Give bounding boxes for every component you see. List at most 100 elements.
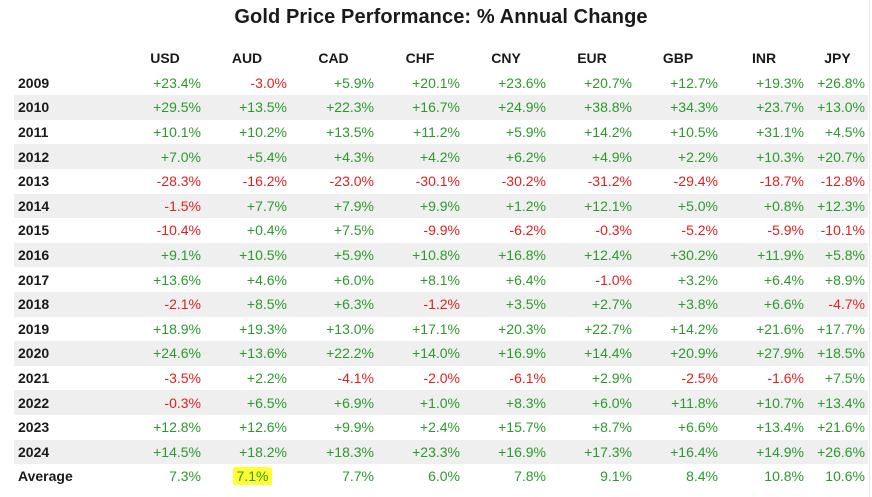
cell-chf: -9.9%: [423, 222, 460, 239]
cell-cad: +13.5%: [326, 124, 374, 141]
cell-usd: +10.1%: [153, 124, 201, 141]
cell-usd: +14.5%: [126, 439, 204, 465]
cell-cad: +5.9%: [290, 242, 377, 268]
cell-usd: -1.5%: [126, 193, 204, 219]
row-year-label: 2013: [18, 173, 50, 190]
cell-chf: -30.1%: [415, 173, 460, 190]
row-year-label: 2016: [14, 242, 126, 268]
cell-inr: +10.3%: [721, 144, 807, 169]
row-year-label: 2012: [14, 144, 126, 169]
cell-cad: +7.9%: [290, 193, 377, 219]
cell-cad: +18.3%: [290, 439, 377, 465]
cell-cny: +6.2%: [463, 144, 549, 169]
cell-jpy: +4.5%: [824, 124, 865, 141]
cell-usd: +29.5%: [126, 95, 204, 120]
row-year-label: 2018: [14, 291, 126, 317]
average-cell-gbp: 8.4%: [686, 468, 718, 485]
average-cell-cad: 7.7%: [342, 468, 374, 485]
column-header-usd: USD: [150, 50, 180, 67]
cell-jpy: +8.9%: [824, 271, 865, 288]
cell-jpy: -10.1%: [820, 222, 865, 239]
cell-chf: +8.1%: [419, 271, 460, 288]
cell-usd: -2.1%: [126, 291, 204, 317]
table-row: 2009 +23.4% -3.0% +5.9% +20.1% +23.6% +20.7% +1…: [14, 71, 868, 96]
cell-cad: +9.9%: [333, 419, 374, 436]
row-year-label: 2017: [18, 271, 50, 288]
cell-gbp: +12.7%: [670, 74, 718, 91]
header-row: USD AUD CAD CHF CNY EUR GBP INR JPY: [14, 46, 868, 71]
cell-inr: +11.9%: [721, 242, 807, 268]
cell-gbp: +20.9%: [635, 341, 721, 366]
average-row: Average 7.3% 7.1% 7.7% 6.0% 7.8% 9.1% 8.4% 10.8%…: [14, 464, 868, 489]
cell-cad: +22.2%: [290, 341, 377, 366]
cell-eur: +38.8%: [549, 95, 635, 120]
cell-jpy: +21.6%: [817, 419, 865, 436]
cell-cad: +4.3%: [290, 144, 377, 169]
cell-jpy: +5.8%: [807, 242, 868, 268]
cell-cad: +5.9%: [333, 74, 374, 91]
cell-chf: +14.0%: [377, 341, 463, 366]
cell-eur: +4.9%: [549, 144, 635, 169]
cell-jpy: +13.0%: [807, 95, 868, 120]
cell-eur: +2.9%: [591, 370, 632, 387]
cell-cny: +20.3%: [498, 320, 546, 337]
cell-aud: +19.3%: [239, 320, 287, 337]
table-row: 2021 -3.5% +2.2% -4.1% -2.0% -6.1% +2.9% -2.5% -…: [14, 366, 868, 391]
cell-jpy: +17.7%: [817, 320, 865, 337]
cell-gbp: -29.4%: [673, 173, 718, 190]
cell-inr: +31.1%: [756, 124, 804, 141]
cell-aud: +7.7%: [204, 193, 290, 219]
table-row: 2020 +24.6% +13.6% +22.2% +14.0% +16.9% +14.4%…: [14, 341, 868, 366]
cell-eur: +2.7%: [549, 291, 635, 317]
row-year-label: 2022: [14, 390, 126, 415]
cell-chf: +4.2%: [377, 144, 463, 169]
highlighted-average-value: 7.1%: [232, 467, 273, 486]
table-row: 2018 -2.1% +8.5% +6.3% -1.2% +3.5% +2.7% +3.8% +…: [14, 291, 868, 317]
cell-aud: +13.6%: [204, 341, 290, 366]
cell-gbp: +6.6%: [677, 419, 718, 436]
table-row: 2022 -0.3% +6.5% +6.9% +1.0% +8.3% +6.0% +11.8%…: [14, 390, 868, 415]
cell-jpy: -4.7%: [807, 291, 868, 317]
cell-inr: +6.4%: [763, 271, 804, 288]
cell-aud: +5.4%: [204, 144, 290, 169]
average-cell-cny: 7.8%: [514, 468, 546, 485]
cell-gbp: -5.2%: [681, 222, 718, 239]
cell-gbp: +10.5%: [670, 124, 718, 141]
average-cell-eur: 9.1%: [600, 468, 632, 485]
row-year-label: 2023: [18, 419, 50, 436]
cell-chf: +9.9%: [377, 193, 463, 219]
cell-cny: -6.2%: [509, 222, 546, 239]
cell-gbp: +5.0%: [635, 193, 721, 219]
cell-usd: +9.1%: [126, 242, 204, 268]
average-cell-usd: 7.3%: [169, 468, 201, 485]
cell-cad: +6.0%: [333, 271, 374, 288]
cell-eur: +17.3%: [549, 439, 635, 465]
cell-gbp: -2.5%: [681, 370, 718, 387]
cell-chf: +2.4%: [419, 419, 460, 436]
cell-chf: -2.0%: [423, 370, 460, 387]
cell-chf: +11.2%: [413, 124, 460, 141]
cell-chf: +16.7%: [377, 95, 463, 120]
cell-gbp: +3.2%: [677, 271, 718, 288]
column-header-gbp: GBP: [662, 50, 694, 67]
cell-jpy: +20.7%: [807, 144, 868, 169]
cell-jpy: +18.5%: [807, 341, 868, 366]
cell-usd: +24.6%: [126, 341, 204, 366]
cell-jpy: +13.4%: [807, 390, 868, 415]
cell-cny: +6.4%: [505, 271, 546, 288]
cell-inr: +13.4%: [756, 419, 804, 436]
cell-aud: +8.5%: [204, 291, 290, 317]
cell-gbp: +16.4%: [635, 439, 721, 465]
cell-cad: +22.3%: [290, 95, 377, 120]
table-row: 2014 -1.5% +7.7% +7.9% +9.9% +1.2% +12.1% +5.0%…: [14, 193, 868, 219]
cell-aud: +12.6%: [239, 419, 287, 436]
table-row: 2010 +29.5% +13.5% +22.3% +16.7% +24.9% +38.8%…: [14, 95, 868, 120]
cell-cny: +23.6%: [498, 74, 546, 91]
cell-inr: +6.6%: [721, 291, 807, 317]
cell-inr: +14.9%: [721, 439, 807, 465]
row-year-label: 2020: [14, 341, 126, 366]
cell-eur: +22.7%: [584, 320, 632, 337]
cell-usd: +18.9%: [153, 320, 201, 337]
cell-cad: +6.9%: [290, 390, 377, 415]
cell-eur: +8.7%: [591, 419, 632, 436]
